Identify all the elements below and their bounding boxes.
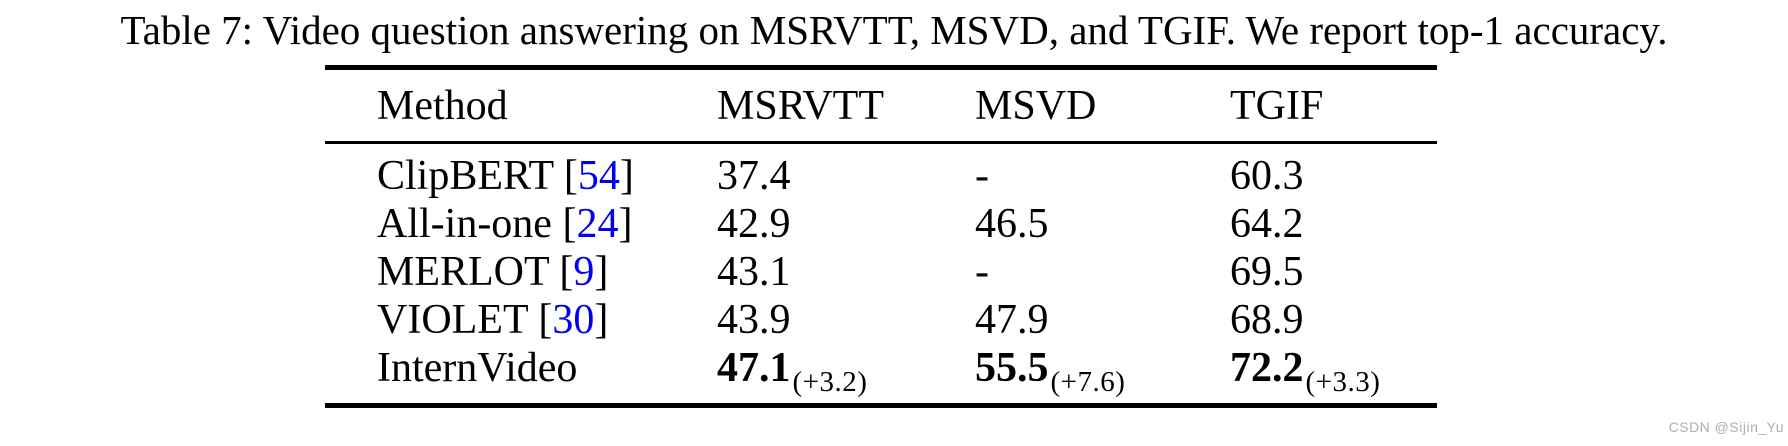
method-name: ClipBERT	[377, 153, 554, 199]
citation-bracket-close: ]	[594, 297, 609, 343]
method-name: MERLOT	[377, 249, 549, 295]
cell-method: MERLOT [9]	[377, 251, 717, 293]
results-table: Method MSRVTT MSVD TGIF ClipBERT [54] 37…	[325, 65, 1437, 408]
column-header-tgif: TGIF	[1230, 82, 1324, 129]
score-value: 47.1	[717, 345, 791, 391]
score-delta: (+3.2)	[792, 366, 868, 398]
citation-bracket-open: [	[563, 153, 578, 199]
citation-bracket-close: ]	[618, 201, 633, 247]
cell-msvd: 47.9	[975, 297, 1049, 343]
cell-method: ClipBERT [54]	[377, 155, 717, 197]
method-name: All-in-one	[377, 201, 552, 247]
method-name: InternVideo	[377, 345, 578, 391]
table-caption: Table 7: Video question answering on MSR…	[120, 7, 1668, 53]
table-header-row: Method MSRVTT MSVD TGIF	[325, 70, 1437, 141]
cell-tgif: 68.9	[1230, 297, 1304, 343]
cell-tgif: 72.2(+3.3)	[1230, 345, 1437, 397]
cell-method: All-in-one [24]	[377, 203, 717, 245]
cell-method: VIOLET [30]	[377, 299, 717, 341]
table-bottomrule	[325, 403, 1437, 408]
table-row: ClipBERT [54] 37.4 - 60.3	[325, 152, 1437, 200]
citation-link[interactable]: 30	[552, 297, 595, 343]
table-row: VIOLET [30] 43.9 47.9 68.9	[325, 296, 1437, 344]
table-row: All-in-one [24] 42.9 46.5 64.2	[325, 200, 1437, 248]
column-header-method: Method	[377, 82, 508, 129]
table-midrule	[325, 141, 1437, 144]
cell-tgif: 60.3	[1230, 153, 1304, 199]
table-row: InternVideo 47.1(+3.2) 55.5(+7.6) 72.2(+…	[325, 344, 1437, 397]
table-row: MERLOT [9] 43.1 - 69.5	[325, 248, 1437, 296]
citation-link[interactable]: 54	[577, 153, 620, 199]
column-header-msrvtt: MSRVTT	[717, 82, 884, 129]
cell-tgif: 64.2	[1230, 201, 1304, 247]
table-toprule	[325, 65, 1437, 70]
cell-msvd: 46.5	[975, 201, 1049, 247]
column-header-msvd: MSVD	[975, 82, 1097, 129]
cell-msvd: 55.5(+7.6)	[975, 345, 1230, 397]
cell-tgif: 69.5	[1230, 249, 1304, 295]
score-delta: (+3.3)	[1305, 366, 1381, 398]
citation-bracket-open: [	[559, 249, 574, 295]
cell-msvd: -	[975, 153, 989, 199]
cell-msvd: -	[975, 249, 989, 295]
citation-bracket-open: [	[538, 297, 553, 343]
cell-msrvtt: 37.4	[717, 153, 791, 199]
citation-bracket-open: [	[562, 201, 577, 247]
score-value: 72.2	[1230, 345, 1304, 391]
cell-msrvtt: 47.1(+3.2)	[717, 345, 975, 397]
citation-link[interactable]: 24	[576, 201, 619, 247]
score-delta: (+7.6)	[1050, 366, 1126, 398]
citation-bracket-close: ]	[594, 249, 609, 295]
citation-bracket-close: ]	[619, 153, 634, 199]
score-value: 55.5	[975, 345, 1049, 391]
cell-msrvtt: 43.1	[717, 249, 791, 295]
method-name: VIOLET	[377, 297, 528, 343]
watermark: CSDN @Sijin_Yu	[1668, 419, 1784, 435]
cell-msrvtt: 42.9	[717, 201, 791, 247]
cell-msrvtt: 43.9	[717, 297, 791, 343]
citation-link[interactable]: 9	[573, 249, 595, 295]
table-body: ClipBERT [54] 37.4 - 60.3 All-in-one [24…	[325, 144, 1437, 403]
cell-method: InternVideo	[377, 347, 717, 389]
